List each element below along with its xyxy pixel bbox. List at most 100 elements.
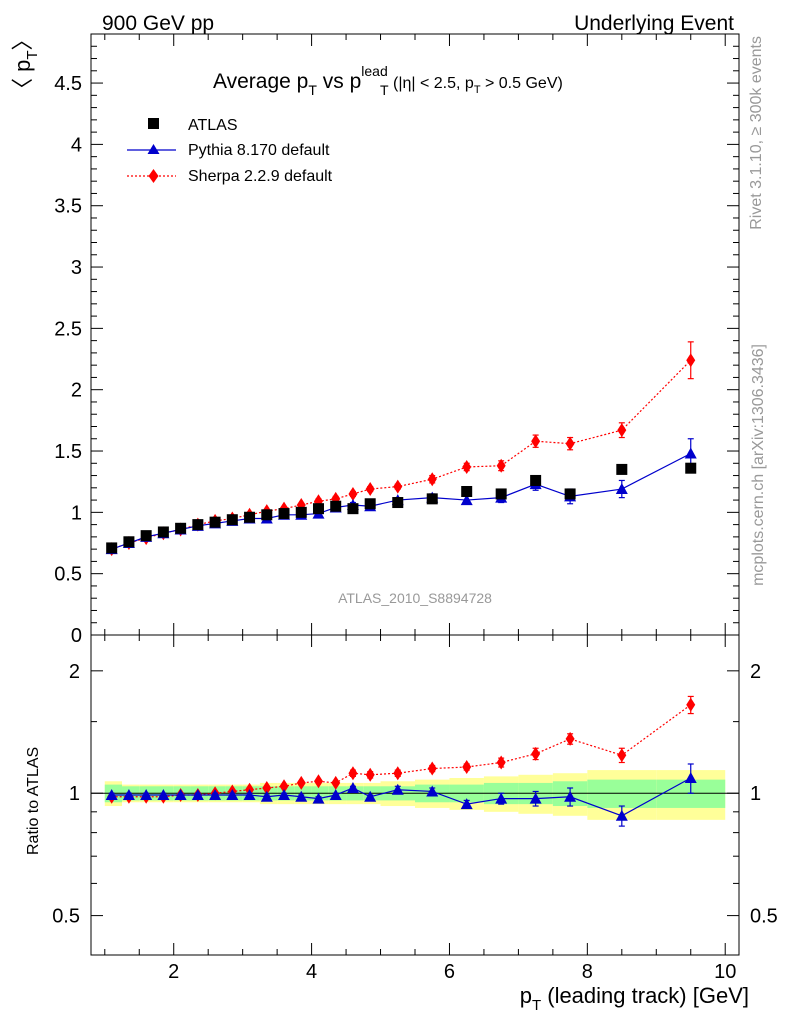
main-axis-ticks: 0 0.5 1 1.5 2 2.5 3 3.5 4 4.5	[54, 33, 739, 647]
ratio-y-tick-label-right: 2	[750, 661, 761, 683]
ratio-x-tick-label: 4	[306, 961, 317, 983]
sherpa-point	[496, 458, 506, 473]
atlas-point	[312, 503, 324, 515]
header-left-label: 900 GeV pp	[102, 12, 214, 35]
atlas-point	[140, 530, 152, 542]
title-sub-2: T	[380, 82, 389, 98]
ratio-uncertainty-bands	[104, 770, 726, 820]
atlas-point	[123, 536, 135, 548]
atlas-point	[426, 493, 438, 505]
sherpa-point	[462, 459, 472, 474]
ratio-sherpa-point	[331, 775, 341, 790]
ratio-sherpa-point	[365, 767, 375, 782]
ratio-sherpa-point	[296, 775, 306, 790]
ratio-sherpa-point	[393, 766, 403, 781]
sherpa-point	[427, 472, 437, 487]
y-label-left: 〈 p	[10, 60, 35, 100]
atlas-point	[495, 488, 507, 500]
sherpa-point	[565, 436, 575, 451]
ratio-x-tick-label: 6	[444, 961, 455, 983]
atlas-point	[157, 526, 169, 538]
title-part-mid: vs p	[317, 70, 361, 93]
atlas-point	[192, 519, 204, 531]
x-label-right: (leading track) [GeV]	[541, 983, 749, 1008]
ratio-pythia-point	[529, 792, 542, 804]
ratio-sherpa-point	[531, 746, 541, 761]
atlas-point	[530, 474, 542, 486]
ratio-y-tick-label-right: 1	[750, 783, 761, 805]
ratio-sherpa-point	[427, 761, 437, 776]
legend-marker-sherpa	[148, 169, 159, 183]
ratio-pythia-point	[157, 788, 170, 800]
ratio-pythia-point	[615, 809, 628, 821]
main-y-tick-label: 1.5	[54, 441, 82, 463]
ratio-pythia-point	[140, 788, 153, 800]
ratio-pythia-point	[295, 790, 308, 802]
legend-marker-pythia	[147, 144, 160, 154]
main-y-tick-label: 1	[71, 502, 82, 524]
ratio-pythia-point	[346, 781, 359, 793]
ratio-sherpa-point	[279, 779, 289, 794]
ratio-axis-ticks: 2 4 6 8 10 0.5 0.5 1 1 2 2	[52, 635, 778, 983]
ratio-pythia-point	[122, 788, 135, 800]
main-y-tick-label: 4	[71, 134, 82, 156]
main-watermark: ATLAS_2010_S8894728	[338, 590, 492, 606]
legend-label-atlas: ATLAS	[188, 117, 238, 134]
ratio-pythia-point	[174, 788, 187, 800]
y-label-right: 〉	[10, 28, 35, 50]
ratio-sherpa-point	[462, 760, 472, 775]
pythia-point	[684, 447, 697, 459]
pythia-point	[615, 483, 628, 495]
ratio-y-tick-label: 1	[69, 783, 80, 805]
main-series-layer	[105, 341, 697, 557]
atlas-point	[226, 514, 238, 526]
ratio-pythia-point	[243, 788, 256, 800]
ratio-pythia-point	[209, 788, 222, 800]
ratio-x-tick-label: 2	[168, 961, 179, 983]
sherpa-point	[531, 434, 541, 449]
ratio-x-tick-label: 8	[582, 961, 593, 983]
ratio-sherpa-point	[313, 774, 323, 789]
main-y-tick-label: 2.5	[54, 318, 82, 340]
ratio-band-inner	[587, 779, 657, 808]
ratio-pythia-point	[278, 788, 291, 800]
main-panel: 0 0.5 1 1.5 2 2.5 3 3.5 4 4.5 ATLAS_2010_S8894728…	[10, 28, 740, 647]
atlas-point	[461, 485, 473, 497]
ratio-pythia-point	[226, 788, 239, 800]
sherpa-point	[365, 482, 375, 497]
atlas-point	[392, 497, 404, 509]
mcplots-label: mcplots.cern.ch [arXiv:1306.3436]	[750, 344, 767, 586]
main-y-axis-label: 〈 pT〉	[10, 28, 41, 100]
main-y-tick-label: 3	[71, 257, 82, 279]
ratio-pythia-point	[564, 790, 577, 802]
atlas-point	[244, 511, 256, 523]
title-part-main: Average p	[213, 70, 308, 93]
atlas-point	[175, 522, 187, 534]
x-label-left: p	[520, 983, 532, 1008]
legend: ATLAS Pythia 8.170 default Sherpa 2.2.9 …	[127, 117, 333, 185]
y-label-sub: T	[24, 50, 41, 59]
main-y-tick-label: 4.5	[54, 73, 82, 95]
title-cut-b: > 0.5 GeV)	[481, 75, 563, 92]
ratio-sherpa-point	[496, 755, 506, 770]
ratio-y-tick-label: 2	[69, 661, 80, 683]
ratio-pythia-point	[260, 790, 273, 802]
ratio-sherpa-point	[686, 697, 696, 712]
ratio-pythia-point	[105, 788, 118, 800]
atlas-point	[261, 509, 273, 521]
atlas-point	[347, 503, 359, 515]
title-sup: lead	[361, 63, 387, 79]
sherpa-point	[686, 353, 696, 368]
ratio-pythia-point	[426, 785, 439, 797]
ratio-pythia-point	[329, 788, 342, 800]
ratio-sherpa-point	[617, 748, 627, 763]
legend-marker-atlas	[148, 118, 159, 129]
atlas-point	[295, 506, 307, 518]
legend-label-sherpa: Sherpa 2.2.9 default	[188, 168, 333, 185]
ratio-sherpa-point	[262, 780, 272, 795]
ratio-pythia-point	[312, 792, 325, 804]
title-sub-1: T	[308, 82, 317, 98]
atlas-point	[685, 462, 697, 474]
title-cut-sub: T	[474, 84, 481, 96]
